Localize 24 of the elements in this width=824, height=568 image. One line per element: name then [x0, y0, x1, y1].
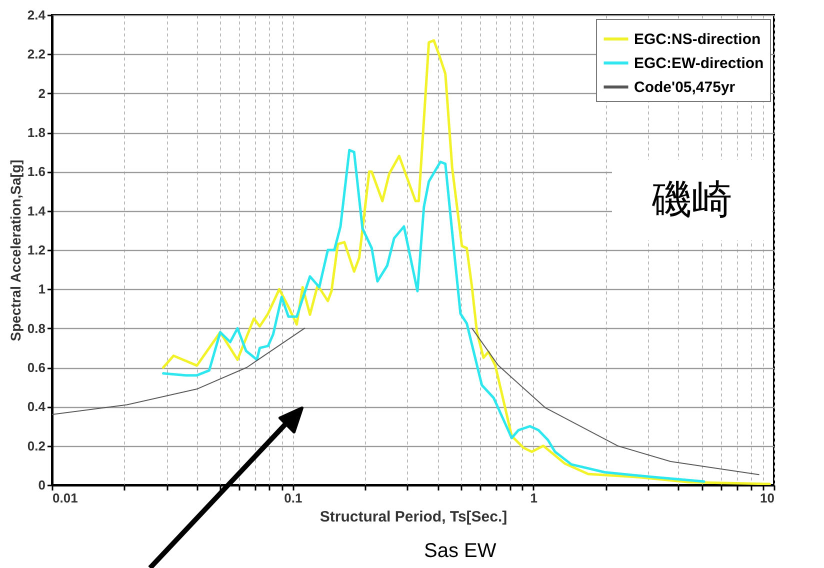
y-tick-label: 0.6 [27, 360, 46, 375]
y-tick-label: 0.2 [27, 438, 46, 454]
legend-label: EGC:EW-direction [634, 55, 764, 72]
legend-label: Code'05,475yr [634, 79, 736, 96]
legend-label: EGC:NS-direction [634, 31, 761, 48]
x-tick-label: 0.1 [284, 490, 302, 506]
y-tick-label: 2.2 [27, 46, 46, 62]
y-tick-label: 2.4 [27, 8, 46, 22]
y-tick-label: 1 [38, 282, 46, 297]
y-tick-label: 0 [38, 478, 46, 492]
x-tick-label: 0.01 [52, 490, 78, 506]
x-tick-label: 10 [760, 490, 774, 506]
y-tick-label: 1.6 [27, 164, 46, 180]
y-tick-label: 0.8 [27, 320, 46, 336]
y-tick-label: 1.8 [27, 125, 46, 140]
x-tick-label: 1 [530, 490, 538, 506]
y-tick-label: 1.2 [27, 242, 46, 258]
text: Sas EW [424, 540, 496, 563]
y-axis-title: Spectral Acceleration,Sa[g] [7, 160, 24, 342]
y-tick-label: 2 [38, 86, 46, 101]
x-axis-title: Structural Period, Ts[Sec.] [320, 508, 508, 526]
y-tick-label: 0.4 [27, 399, 46, 414]
annotation: 磯崎 [612, 160, 772, 240]
y-tick-label: 1.4 [27, 203, 46, 218]
